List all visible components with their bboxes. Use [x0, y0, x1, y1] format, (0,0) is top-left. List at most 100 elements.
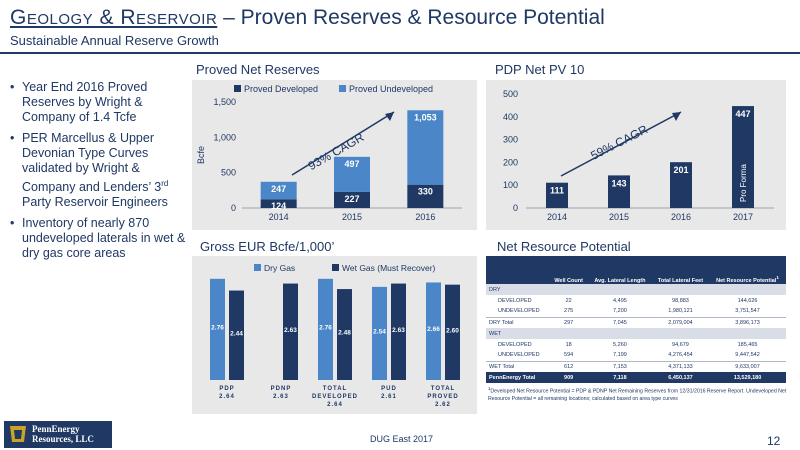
bar — [546, 182, 568, 208]
table-cell: 13,529,180 — [709, 372, 786, 383]
bar — [391, 283, 406, 380]
bar — [732, 106, 754, 208]
bar — [670, 162, 692, 208]
x-tick-label: 2.64 — [219, 394, 235, 400]
slide-title-sep: – — [217, 6, 241, 29]
table-row: UNDEVELOPED 275 7,200 1,980,121 3,751,547 — [486, 306, 786, 317]
bar-value-label: 2.63 — [284, 327, 297, 334]
table-cell: 9,447,542 — [735, 352, 760, 359]
table-cell: 4,276,454 — [668, 352, 693, 359]
bar-value-label: 247 — [271, 184, 286, 194]
legend-swatch — [332, 264, 339, 271]
pro-forma-label: Pro Forma — [739, 164, 748, 202]
bar — [407, 110, 444, 185]
y-tick-label: 100 — [503, 180, 518, 190]
note-sup: 1 — [488, 386, 491, 391]
bar — [407, 184, 444, 208]
resource-table-header: Well Count Avg. Lateral Length Total Lat… — [486, 256, 786, 284]
cagr-arrow — [291, 111, 395, 176]
legend-label: Proved Developed — [244, 84, 318, 94]
table-cell — [709, 284, 786, 295]
table-cell: 4,371,133 — [651, 360, 710, 372]
bar-value-label: 2.66 — [427, 326, 440, 333]
x-tick-label: PDP — [219, 386, 234, 392]
resource-table-note: 1Developed Net Resource Potential = PDP … — [488, 385, 788, 403]
table-cell: WET Total — [486, 360, 550, 372]
table-cell — [549, 284, 588, 295]
slide-title: Geology & Reservoir – Proven Reserves & … — [10, 6, 605, 30]
legend-swatch — [234, 85, 241, 92]
table-cell: 94,679 — [672, 341, 689, 348]
x-tick-label: 2014 — [269, 212, 289, 222]
x-tick-label: 2.62 — [435, 402, 451, 408]
bar-value-label: 2.48 — [338, 330, 351, 337]
slide-title-rest: Proven Reserves & Resource Potential — [240, 6, 605, 29]
resource-header-cell: Net Resource Potential1 — [709, 256, 786, 284]
table-cell: 297 — [549, 316, 588, 328]
legend-swatch — [339, 85, 346, 92]
bar — [210, 278, 225, 380]
bar — [372, 286, 387, 380]
chart-title-pv10: PDP Net PV 10 — [495, 62, 585, 77]
table-cell: 6,450,137 — [651, 372, 710, 383]
resource-table-body: DRY DEVELOPED 22 4,495 98,883 144,626 UNDEVELO… — [486, 284, 786, 383]
chart-pv10: 0 100 200 300 400 500 111 2014 143 2015 201 2016 447… — [486, 80, 786, 230]
x-tick-label: PUD — [381, 386, 397, 392]
bullet-sup: rd — [161, 179, 169, 188]
bullet-item: PER Marcellus & Upper Devonian Type Curv… — [8, 131, 188, 210]
table-row: DEVELOPED 22 4,495 98,883 144,626 — [486, 295, 786, 306]
table-row: DRY — [486, 284, 786, 295]
slide-subtitle: Sustainable Annual Reserve Growth — [10, 33, 219, 48]
resource-header-cell: Avg. Lateral Length — [587, 256, 652, 284]
table-cell — [587, 284, 652, 295]
table-cell: DRY Total — [486, 316, 550, 328]
chart-proved-reserves: Proved Developed Proved Undeveloped 0 500 1,… — [192, 80, 477, 230]
resource-header-text: Net Resource Potential — [716, 278, 777, 284]
bullet-text: Party Reservoir Engineers — [22, 195, 168, 210]
x-tick-label: PDNP — [271, 386, 292, 392]
y-tick-label: 1,000 — [213, 132, 236, 142]
y-tick-label: 1,500 — [213, 97, 236, 107]
bar-value-label: 330 — [418, 187, 433, 197]
x-tick-label: 2016 — [415, 212, 435, 222]
bar — [334, 156, 370, 192]
x-tick-label: TOTAL — [431, 386, 455, 392]
pv10-svg: 0 100 200 300 400 500 111 2014 143 2015 201 2016 447… — [503, 89, 774, 222]
table-cell: 18 — [565, 341, 572, 348]
proved-reserves-svg: Proved Developed Proved Undeveloped 0 500 1,… — [196, 84, 462, 222]
bar-value-label: 497 — [344, 159, 359, 169]
table-cell: 98,883 — [672, 297, 689, 304]
chart-title-proved-reserves: Proved Net Reserves — [196, 62, 320, 77]
cagr-arrow — [560, 111, 682, 177]
table-cell: 594 — [564, 352, 574, 359]
table-row: DEVELOPED 18 5,260 94,679 185,465 — [486, 339, 786, 350]
bar-value-label: 201 — [673, 165, 688, 175]
y-tick-label: 0 — [231, 203, 236, 213]
bar-value-label: 2.44 — [230, 330, 243, 337]
table-cell: WET — [486, 328, 550, 339]
x-tick-label: TOTAL — [323, 386, 347, 392]
table-cell: 4,495 — [613, 297, 627, 304]
title-rule — [0, 52, 800, 54]
note-text: Developed Net Resource Potential = PDP &… — [488, 388, 787, 402]
cagr-arrowhead — [672, 112, 681, 121]
x-tick-label: 2015 — [342, 212, 362, 222]
bar-value-label: 227 — [344, 194, 359, 204]
bar-value-label: 2.76 — [319, 324, 332, 331]
bullet-text: Year End 2016 Proved Reserves by Wright … — [22, 80, 148, 124]
resource-header-cell — [486, 256, 550, 284]
resource-header-cell: Total Lateral Feet — [651, 256, 710, 284]
x-tick-label: PROVED — [427, 394, 458, 400]
table-cell: DEVELOPED — [498, 297, 532, 304]
y-tick-label: 300 — [503, 135, 518, 145]
table-cell — [587, 328, 652, 339]
table-cell: 7,200 — [613, 308, 627, 315]
logo-line1: PennEnergy — [32, 424, 80, 434]
logo-line2: Resources, LLC — [32, 434, 94, 444]
y-tick-label: 500 — [503, 89, 518, 99]
table-cell: 7,199 — [613, 352, 627, 359]
bar — [334, 191, 370, 208]
bullet-item: Inventory of nearly 870 undeveloped late… — [8, 216, 188, 261]
table-cell: 3,751,547 — [735, 308, 760, 315]
legend-label: Proved Undeveloped — [349, 84, 433, 94]
